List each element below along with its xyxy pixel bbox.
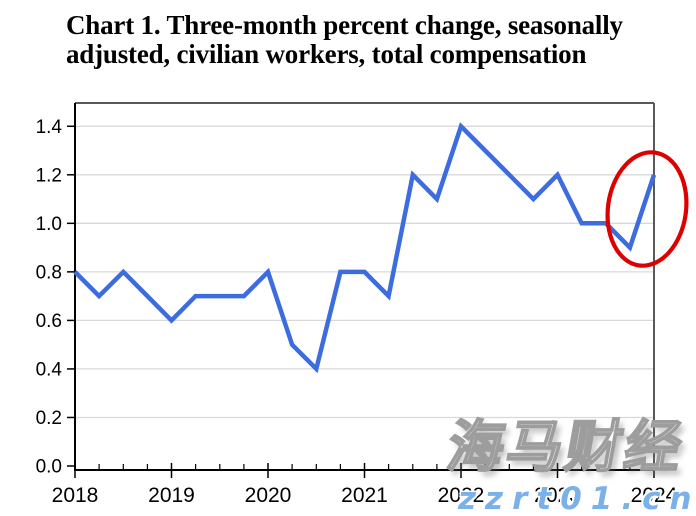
- x-tick-label-2024: 2024: [631, 484, 678, 507]
- x-tick-label-2023: 2023: [534, 484, 581, 507]
- x-tick-label-2022: 2022: [438, 484, 485, 507]
- y-tick-label-1.4: 1.4: [36, 117, 63, 138]
- y-tick-label-0.8: 0.8: [36, 262, 62, 283]
- highlight-ellipse: [605, 150, 689, 268]
- watermark-url: zzrt01.cn: [458, 481, 696, 516]
- y-tick-label-0.2: 0.2: [36, 408, 62, 429]
- watermark-brand: 海马财经: [441, 414, 690, 481]
- y-tick-label-1.0: 1.0: [36, 214, 62, 235]
- chart-title: Chart 1. Three-month percent change, sea…: [66, 11, 623, 69]
- x-tick-label-2018: 2018: [52, 484, 99, 507]
- x-tick-label-2019: 2019: [148, 484, 195, 507]
- x-tick-label-2021: 2021: [341, 484, 388, 507]
- y-tick-label-0.0: 0.0: [36, 457, 62, 478]
- y-tick-label-0.6: 0.6: [36, 311, 62, 332]
- data-line: [73, 122, 657, 374]
- chart-title-line1: Chart 1. Three-month percent change, sea…: [66, 10, 623, 40]
- y-tick-label-1.2: 1.2: [36, 165, 62, 186]
- chart-title-line2: adjusted, civilian workers, total compen…: [66, 39, 587, 69]
- y-tick-label-0.4: 0.4: [36, 359, 63, 380]
- x-tick-label-2020: 2020: [245, 484, 292, 507]
